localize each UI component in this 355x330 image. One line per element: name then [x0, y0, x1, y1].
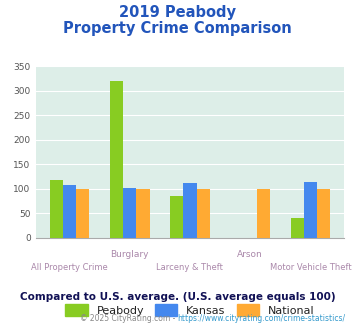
Bar	[136, 189, 149, 238]
Bar	[304, 182, 317, 238]
Bar	[183, 183, 197, 238]
Text: Property Crime Comparison: Property Crime Comparison	[63, 21, 292, 36]
Text: Compared to U.S. average. (U.S. average equals 100): Compared to U.S. average. (U.S. average …	[20, 292, 335, 302]
Bar	[76, 189, 89, 238]
Text: Arson: Arson	[237, 250, 263, 259]
Text: Larceny & Theft: Larceny & Theft	[157, 263, 223, 272]
Text: https://www.cityrating.com/crime-statistics/: https://www.cityrating.com/crime-statist…	[178, 314, 346, 323]
Bar	[257, 189, 270, 238]
Text: Burglary: Burglary	[110, 250, 149, 259]
Bar	[123, 187, 136, 238]
Text: Motor Vehicle Theft: Motor Vehicle Theft	[269, 263, 351, 272]
Text: 2019 Peabody: 2019 Peabody	[119, 5, 236, 20]
Bar	[197, 189, 210, 238]
Text: © 2025 CityRating.com -: © 2025 CityRating.com -	[80, 314, 178, 323]
Bar	[110, 81, 123, 238]
Bar	[317, 189, 330, 238]
Legend: Peabody, Kansas, National: Peabody, Kansas, National	[60, 299, 320, 321]
Bar	[290, 218, 304, 238]
Bar	[170, 196, 183, 238]
Bar	[50, 180, 63, 238]
Text: All Property Crime: All Property Crime	[31, 263, 108, 272]
Bar	[63, 185, 76, 238]
